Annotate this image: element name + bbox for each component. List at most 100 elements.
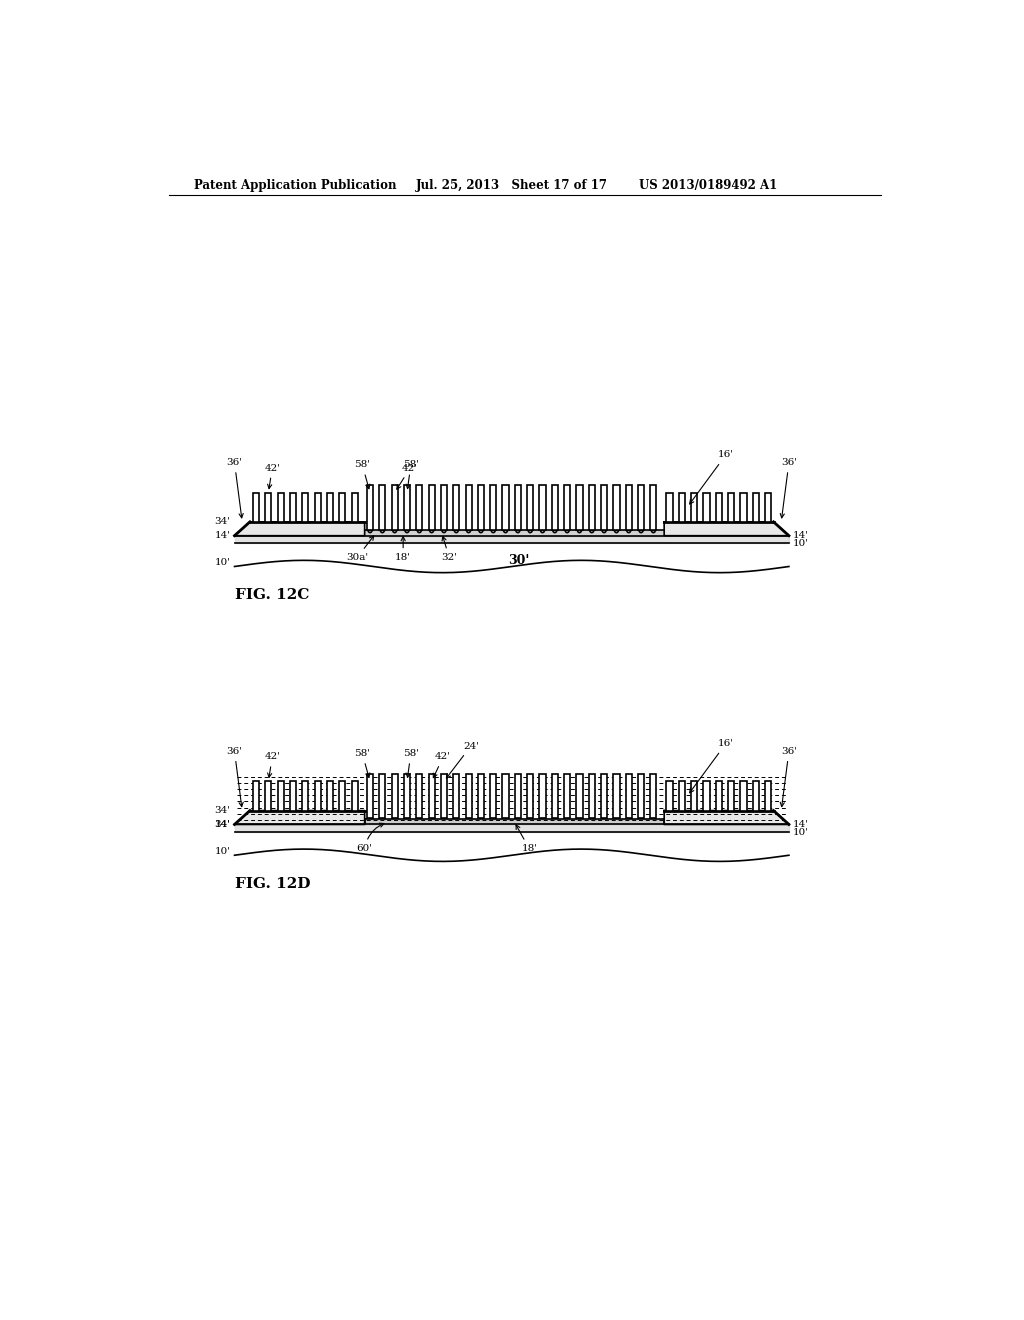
Text: 58': 58' (354, 461, 371, 488)
Bar (327, 781, 333, 810)
Text: 16': 16' (689, 450, 734, 504)
Text: FIG. 12C: FIG. 12C (234, 589, 309, 602)
Polygon shape (665, 521, 788, 536)
Bar (716, 781, 722, 810)
Bar (740, 781, 746, 810)
Bar (379, 484, 385, 529)
Bar (478, 484, 484, 529)
Bar (429, 484, 435, 529)
Bar (403, 774, 410, 818)
Text: 58': 58' (354, 750, 371, 777)
Bar (601, 484, 607, 529)
Bar (454, 774, 460, 818)
Text: 14': 14' (793, 531, 809, 540)
Text: 36': 36' (780, 747, 797, 807)
Bar (265, 492, 271, 521)
Text: 10': 10' (215, 558, 230, 568)
Bar (679, 781, 685, 810)
Text: Jul. 25, 2013   Sheet 17 of 17: Jul. 25, 2013 Sheet 17 of 17 (416, 178, 607, 191)
Bar (454, 484, 460, 529)
Bar (650, 484, 656, 529)
Bar (564, 774, 570, 818)
Bar (290, 781, 296, 810)
Bar (552, 774, 558, 818)
Bar (302, 781, 308, 810)
Bar (351, 492, 357, 521)
Bar (703, 781, 710, 810)
Text: Patent Application Publication: Patent Application Publication (194, 178, 396, 191)
Bar (314, 492, 321, 521)
Bar (540, 484, 546, 529)
Bar (716, 492, 722, 521)
Bar (503, 774, 509, 818)
Text: 60': 60' (356, 824, 384, 854)
Bar (626, 484, 632, 529)
Bar (278, 781, 284, 810)
Bar (740, 492, 746, 521)
Bar (589, 484, 595, 529)
Bar (515, 774, 521, 818)
Bar (691, 781, 697, 810)
Bar (753, 492, 759, 521)
Text: 30': 30' (508, 554, 529, 566)
Text: 34': 34' (215, 807, 230, 814)
Bar (765, 781, 771, 810)
Bar (265, 781, 271, 810)
Text: 32': 32' (441, 536, 458, 562)
Bar (613, 484, 620, 529)
Bar (391, 484, 397, 529)
Text: 16': 16' (689, 739, 734, 793)
Bar (703, 492, 710, 521)
Bar (765, 492, 771, 521)
Bar (728, 781, 734, 810)
Text: 42': 42' (264, 463, 281, 488)
Bar (650, 774, 656, 818)
Bar (466, 774, 472, 818)
Text: 34': 34' (215, 517, 230, 527)
Bar (577, 774, 583, 818)
Bar (540, 774, 546, 818)
Bar (403, 484, 410, 529)
Bar (339, 781, 345, 810)
Bar (503, 484, 509, 529)
Text: 10': 10' (793, 539, 809, 548)
Bar (679, 492, 685, 521)
Bar (253, 492, 259, 521)
Text: 10': 10' (793, 828, 809, 837)
Bar (691, 492, 697, 521)
Bar (367, 484, 373, 529)
Text: FIG. 12D: FIG. 12D (234, 876, 310, 891)
Bar (441, 774, 447, 818)
Bar (626, 774, 632, 818)
Text: 34': 34' (215, 820, 230, 829)
Bar (577, 484, 583, 529)
Bar (253, 781, 259, 810)
Bar (527, 484, 534, 529)
Text: 58': 58' (402, 750, 419, 777)
Bar (638, 774, 644, 818)
Bar (515, 484, 521, 529)
Text: 36': 36' (226, 747, 244, 807)
Bar (466, 484, 472, 529)
Bar (416, 484, 422, 529)
Text: 14': 14' (215, 820, 230, 829)
Bar (290, 492, 296, 521)
Bar (490, 774, 497, 818)
Bar (564, 484, 570, 529)
Text: US 2013/0189492 A1: US 2013/0189492 A1 (639, 178, 777, 191)
Text: 14': 14' (215, 531, 230, 540)
Text: 30a': 30a' (346, 536, 374, 562)
Bar (613, 774, 620, 818)
Bar (367, 774, 373, 818)
Bar (601, 774, 607, 818)
Bar (667, 781, 673, 810)
Polygon shape (234, 810, 365, 825)
Bar (589, 774, 595, 818)
Polygon shape (665, 810, 788, 825)
Bar (351, 781, 357, 810)
Bar (339, 492, 345, 521)
Bar (327, 492, 333, 521)
Bar (490, 484, 497, 529)
Bar (441, 484, 447, 529)
Text: 42': 42' (397, 463, 418, 490)
